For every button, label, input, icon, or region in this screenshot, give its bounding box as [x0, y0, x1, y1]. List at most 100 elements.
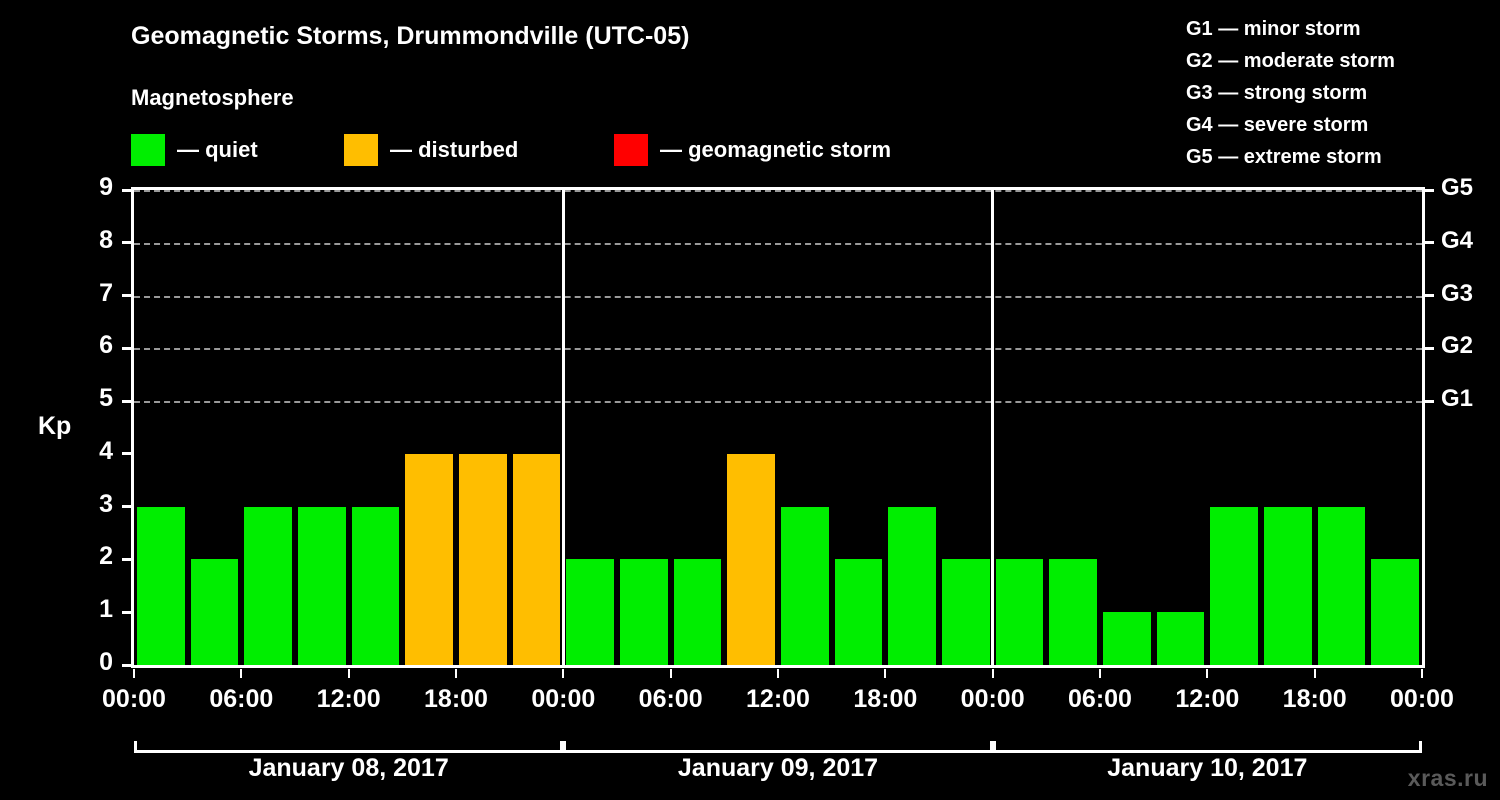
day-label-3: January 10, 2017 — [1107, 754, 1308, 782]
gridline-kp-6 — [134, 348, 1422, 351]
bar-kp — [727, 453, 775, 665]
bar-kp — [244, 506, 292, 665]
x-tick-mark — [1099, 669, 1101, 678]
x-tick-mark — [669, 669, 672, 678]
day-label-1: January 08, 2017 — [248, 754, 449, 782]
y-tick-label-2: 2 — [99, 542, 113, 571]
x-tick-mark — [562, 669, 565, 678]
day-bracket-3 — [992, 741, 1422, 753]
y-tick-mark-3 — [122, 505, 132, 509]
g-tick-mark-G3 — [1424, 294, 1434, 298]
g-legend-row-2: G2 — moderate storm — [1186, 50, 1395, 72]
g-legend-row-3: G3 — strong storm — [1186, 82, 1368, 104]
x-tick-label: 12:00 — [746, 685, 810, 713]
y-tick-label-3: 3 — [99, 489, 113, 518]
bar-kp — [566, 559, 614, 665]
y-tick-mark-4 — [122, 452, 132, 456]
x-tick-mark — [1421, 669, 1423, 678]
y-tick-mark-1 — [122, 610, 132, 614]
x-tick-label: 00:00 — [531, 685, 596, 713]
bar-kp — [190, 559, 239, 665]
bar-kp — [298, 506, 346, 665]
y-tick-mark-9 — [122, 188, 132, 192]
x-tick-label: 12:00 — [316, 685, 381, 713]
x-tick-mark — [1313, 669, 1316, 678]
y-tick-mark-0 — [122, 663, 132, 667]
y-tick-label-9: 9 — [99, 173, 113, 201]
x-tick-label: 00:00 — [102, 685, 166, 713]
gridline-kp-9 — [134, 190, 1422, 192]
g-tick-mark-G2 — [1424, 346, 1434, 350]
legend-label: — geomagnetic storm — [660, 137, 892, 162]
storm-swatch — [614, 134, 648, 166]
legend-entry-quiet: — quiet — [131, 133, 258, 167]
page-title: Geomagnetic Storms, Drummondville (UTC-0… — [131, 22, 690, 50]
g-tick-label-G3: G3 — [1441, 279, 1474, 307]
g-legend-row-5: G5 — extreme storm — [1186, 146, 1382, 168]
legend-entry-disturbed: — disturbed — [344, 133, 518, 167]
x-tick-mark — [240, 669, 243, 678]
g-tick-mark-G4 — [1424, 241, 1434, 245]
plot-area — [131, 187, 1425, 668]
g-tick-mark-G1 — [1424, 399, 1434, 403]
y-tick-mark-6 — [122, 346, 132, 350]
y-tick-label-4: 4 — [99, 436, 113, 465]
x-tick-mark — [1206, 669, 1209, 678]
bar-kp — [673, 559, 722, 665]
gridline-kp-7 — [134, 295, 1422, 298]
bar-kp — [888, 506, 936, 665]
legend-label: — disturbed — [390, 137, 519, 162]
bar-kp — [942, 559, 990, 665]
y-tick-mark-5 — [122, 399, 132, 403]
x-tick-mark — [347, 669, 350, 678]
g-legend-row-1: G1 — minor storm — [1186, 18, 1361, 40]
legend-entry-storm: — geomagnetic storm — [614, 133, 891, 167]
y-tick-label-7: 7 — [99, 278, 113, 307]
gridline-kp-5 — [134, 401, 1422, 404]
bar-kp — [1156, 612, 1205, 665]
legend-label: — quiet — [177, 137, 258, 162]
bar-kp — [512, 453, 561, 665]
day-separator — [561, 190, 565, 665]
x-tick-label: 06:00 — [1068, 685, 1132, 713]
bar-kp — [1210, 506, 1258, 665]
x-tick-label: 12:00 — [1175, 685, 1240, 713]
bar-kp — [351, 506, 400, 665]
y-tick-mark-2 — [122, 557, 132, 561]
x-tick-label: 06:00 — [638, 685, 703, 713]
bar-kp — [405, 453, 453, 665]
x-tick-label: 18:00 — [853, 685, 918, 713]
x-tick-label: 06:00 — [209, 685, 274, 713]
y-tick-label-0: 0 — [99, 648, 113, 676]
g-tick-mark-G5 — [1424, 188, 1434, 192]
y-tick-mark-7 — [122, 294, 132, 298]
bar-kp — [781, 506, 829, 665]
x-tick-label: 00:00 — [1390, 685, 1454, 713]
y-tick-label-5: 5 — [99, 384, 113, 413]
x-tick-label: 18:00 — [1282, 685, 1347, 713]
plot-inner — [134, 190, 1422, 665]
bar-kp — [620, 559, 668, 665]
day-separator — [991, 190, 995, 665]
bar-kp — [1317, 506, 1366, 665]
bar-kp — [1103, 612, 1151, 665]
bar-kp — [459, 453, 507, 665]
x-tick-label: 18:00 — [424, 685, 488, 713]
x-tick-mark — [777, 669, 779, 678]
y-tick-label-6: 6 — [99, 331, 113, 360]
y-tick-mark-8 — [122, 241, 132, 245]
x-tick-label: 00:00 — [960, 685, 1025, 713]
day-label-2: January 09, 2017 — [677, 754, 879, 782]
y-tick-label-8: 8 — [99, 225, 113, 254]
bar-kp — [1264, 506, 1312, 665]
y-axis-title: Kp — [38, 412, 72, 440]
chart-subtitle: Magnetosphere — [131, 85, 294, 110]
bar-kp — [834, 559, 883, 665]
quiet-swatch — [131, 134, 165, 166]
bar-kp — [137, 506, 185, 665]
gridline-kp-8 — [134, 242, 1422, 245]
g-scale-legend: G1 — minor storm G2 — moderate storm G3 — … — [1186, 13, 1486, 173]
x-tick-mark — [884, 669, 887, 678]
g-tick-label-G1: G1 — [1441, 385, 1474, 413]
